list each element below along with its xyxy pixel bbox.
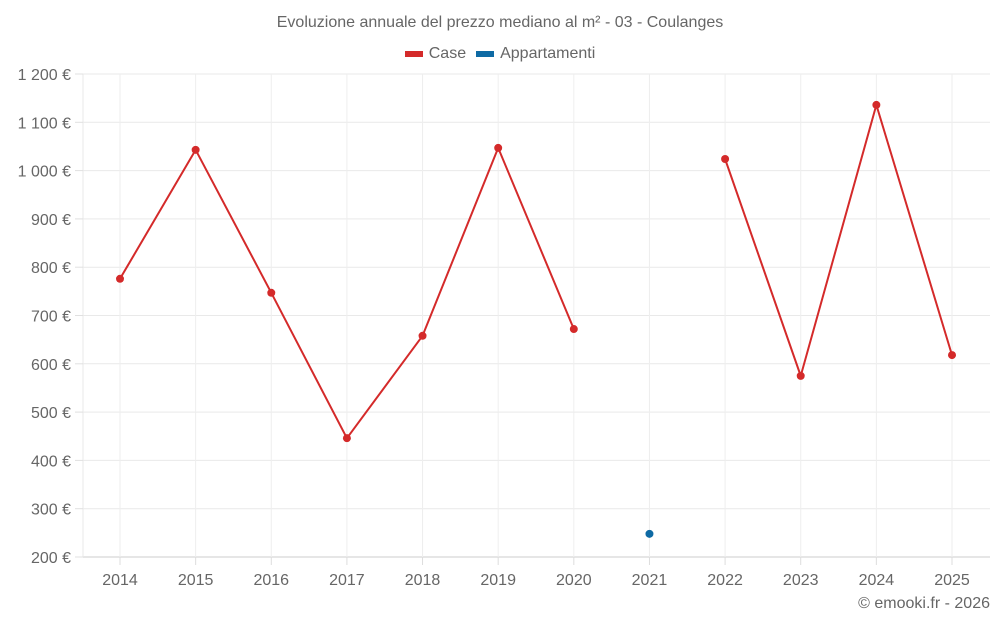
- y-tick-label: 500 €: [31, 405, 71, 422]
- x-tick-label: 2023: [783, 572, 819, 589]
- legend-swatch-case: [404, 51, 423, 57]
- chart-legend: Case Appartamenti: [0, 45, 1000, 63]
- legend-item-appartamenti[interactable]: Appartamenti: [476, 45, 595, 63]
- credit-text: © emooki.fr - 2026: [858, 595, 990, 612]
- legend-swatch-appartamenti: [476, 51, 495, 57]
- series-line-case: [724, 103, 953, 377]
- x-tick-label: 2025: [934, 572, 970, 589]
- y-tick-label: 400 €: [31, 453, 71, 470]
- chart-title: Evoluzione annuale del prezzo mediano al…: [276, 14, 724, 31]
- x-tick-label: 2024: [859, 572, 895, 589]
- grid-lines: [82, 73, 990, 558]
- x-tick-label: 2015: [178, 572, 214, 589]
- data-point-case: [418, 331, 427, 340]
- data-point-appartamenti: [645, 529, 654, 538]
- y-tick-label: 600 €: [31, 357, 71, 374]
- data-point-case: [267, 288, 276, 297]
- y-tick-label: 1 000 €: [18, 164, 71, 181]
- x-tick-label: 2014: [102, 572, 138, 589]
- data-point-case: [569, 325, 578, 334]
- data-point-case: [494, 143, 503, 152]
- x-tick-label: 2022: [707, 572, 743, 589]
- data-series: [116, 100, 956, 538]
- x-tick-label: 2020: [556, 572, 592, 589]
- y-tick-label: 300 €: [31, 502, 71, 519]
- legend-label-case: Case: [428, 45, 467, 62]
- y-tick-label: 1 100 €: [18, 115, 71, 132]
- x-tick-label: 2016: [253, 572, 289, 589]
- legend-label-appartamenti: Appartamenti: [500, 45, 596, 62]
- y-tick-label: 700 €: [31, 309, 71, 326]
- data-point-case: [721, 155, 730, 164]
- data-point-case: [948, 351, 956, 360]
- x-tick-label: 2019: [480, 572, 516, 589]
- y-tick-label: 800 €: [31, 260, 71, 277]
- legend-item-case[interactable]: Case: [404, 45, 467, 63]
- x-tick-label: 2018: [405, 572, 441, 589]
- data-point-case: [116, 274, 124, 283]
- data-point-case: [342, 434, 351, 443]
- data-point-case: [872, 100, 881, 109]
- x-axis: 2014 2015 2016 2017 2018 2019 2020 2021 2022 2023…: [102, 557, 970, 589]
- y-tick-label: 200 €: [31, 550, 71, 567]
- data-point-case: [796, 371, 805, 380]
- y-tick-label: 900 €: [31, 212, 71, 229]
- data-point-case: [191, 145, 200, 154]
- y-axis: 200 € 300 € 400 € 500 € 600 € 700 € 800 € 900 €…: [18, 67, 83, 567]
- x-tick-label: 2021: [632, 572, 668, 589]
- x-tick-label: 2017: [329, 572, 365, 589]
- y-tick-label: 1 200 €: [18, 67, 71, 84]
